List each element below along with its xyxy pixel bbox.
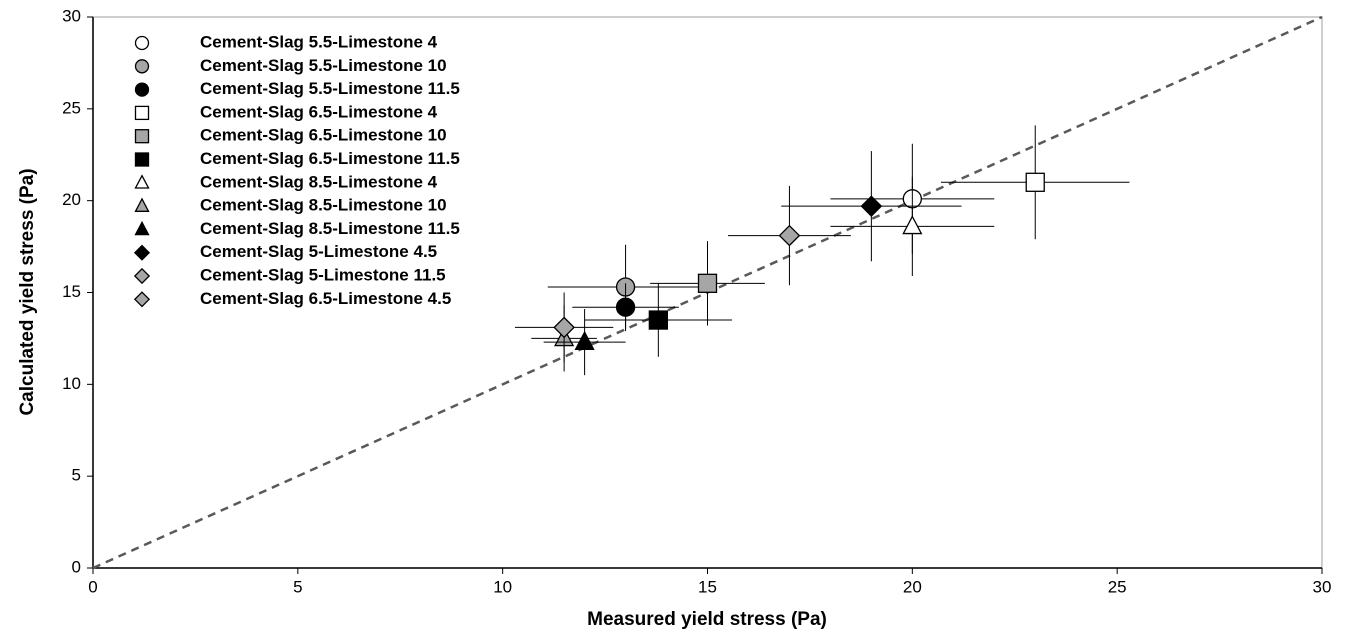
legend-label: Cement-Slag 6.5-Limestone 11.5 <box>200 149 460 168</box>
y-tick-label: 20 <box>62 190 81 209</box>
x-tick-label: 5 <box>293 577 302 596</box>
legend-marker <box>134 220 150 236</box>
y-tick-label: 25 <box>62 98 81 117</box>
x-tick-label: 10 <box>493 577 512 596</box>
legend-marker <box>134 105 150 121</box>
legend-marker <box>134 35 150 51</box>
legend-label: Cement-Slag 8.5-Limestone 4 <box>200 172 438 191</box>
legend-marker <box>133 244 151 261</box>
point <box>553 316 575 339</box>
legend-label: Cement-Slag 6.5-Limestone 4 <box>200 102 438 121</box>
point <box>574 330 595 350</box>
legend-marker <box>134 197 150 212</box>
legend-label: Cement-Slag 6.5-Limestone 4.5 <box>200 289 451 308</box>
x-tick-label: 20 <box>903 577 922 596</box>
legend-label: Cement-Slag 5.5-Limestone 4 <box>200 32 438 51</box>
x-tick-label: 0 <box>88 577 97 596</box>
legend-label: Cement-Slag 5-Limestone 11.5 <box>200 265 446 284</box>
legend-label: Cement-Slag 6.5-Limestone 10 <box>200 126 447 145</box>
point <box>860 195 883 217</box>
point <box>902 215 923 235</box>
legend-marker <box>134 82 150 97</box>
legend-label: Cement-Slag 8.5-Limestone 10 <box>200 196 447 215</box>
point <box>778 224 801 247</box>
legend-marker <box>134 59 150 74</box>
legend-marker <box>133 291 151 308</box>
legend-marker <box>133 267 151 285</box>
point <box>615 297 636 317</box>
legend-marker <box>134 174 150 189</box>
legend-marker <box>134 129 150 144</box>
y-tick-label: 10 <box>62 374 81 393</box>
legend-label: Cement-Slag 5.5-Limestone 10 <box>200 56 447 75</box>
point <box>1025 172 1045 192</box>
y-tick-label: 5 <box>72 466 81 485</box>
y-tick-label: 30 <box>62 6 81 25</box>
point <box>697 273 718 293</box>
x-tick-label: 30 <box>1313 577 1332 596</box>
point <box>648 310 668 330</box>
x-axis-title: Measured yield stress (Pa) <box>587 609 827 630</box>
y-tick-label: 0 <box>72 557 81 576</box>
legend-label: Cement-Slag 8.5-Limestone 11.5 <box>200 219 460 238</box>
x-tick-label: 15 <box>698 577 717 596</box>
legend-marker <box>134 152 150 167</box>
x-tick-label: 25 <box>1108 577 1127 596</box>
y-tick-label: 15 <box>62 282 81 301</box>
y-axis-title: Calculated yield stress (Pa) <box>17 168 38 415</box>
legend-label: Cement-Slag 5.5-Limestone 11.5 <box>200 79 460 98</box>
legend-label: Cement-Slag 5-Limestone 4.5 <box>200 242 437 261</box>
